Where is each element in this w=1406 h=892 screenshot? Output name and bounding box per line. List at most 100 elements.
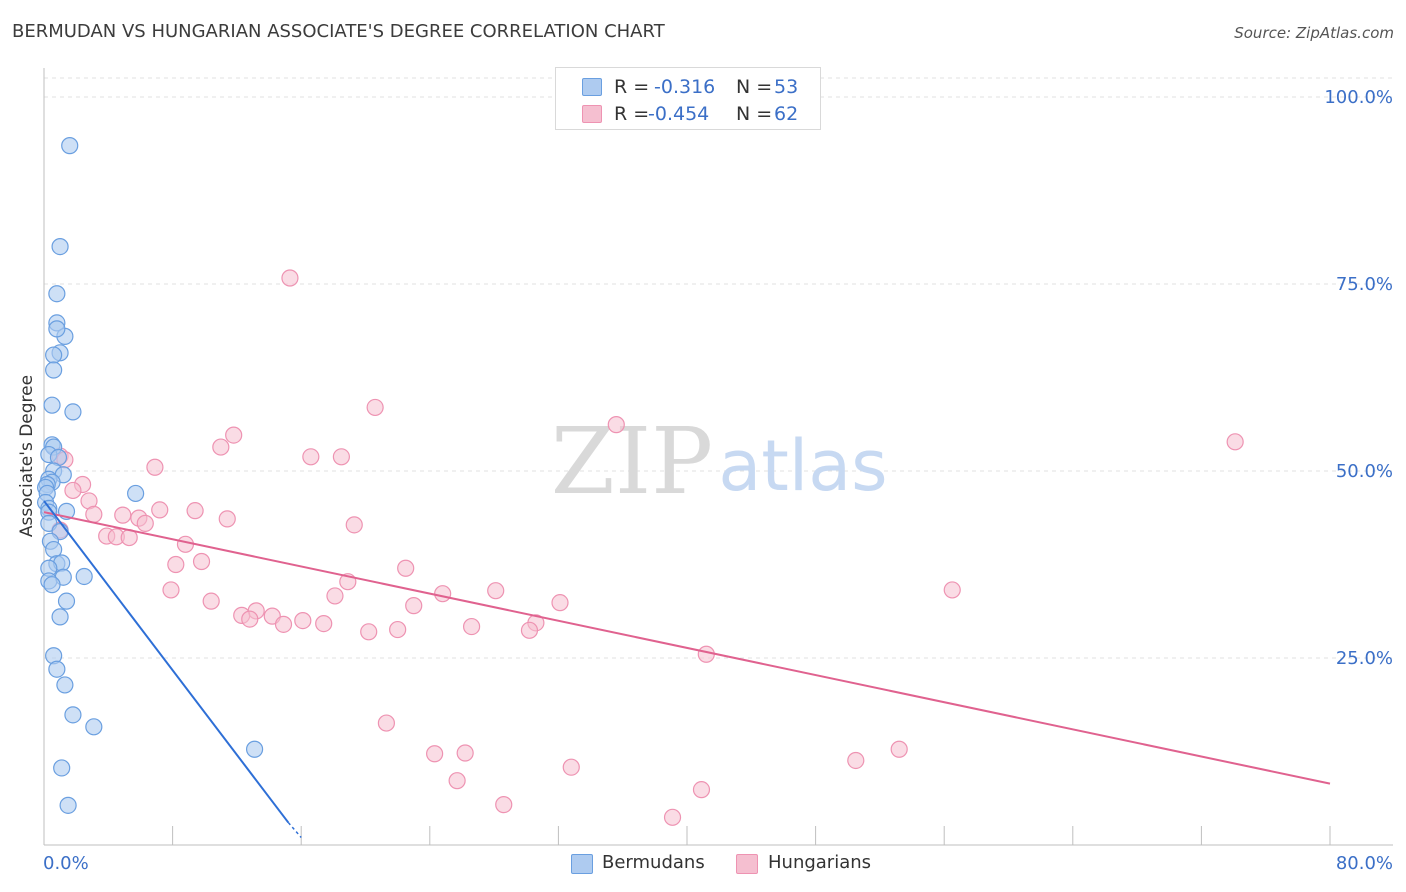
bermudans-points [37, 137, 264, 814]
hungarian-point [448, 772, 466, 790]
legend-swatch-bermudans [582, 78, 602, 96]
bottom-legend-swatch-hungarians [736, 854, 758, 874]
bottom-legend-bermudans: Bermudans [602, 852, 705, 873]
bermudan-point [64, 403, 82, 421]
legend-r-label-hungarians: R = [614, 103, 650, 125]
legend-n-value-hungarians: 62 [774, 103, 799, 125]
legend-n-value-bermudans: 53 [774, 76, 799, 98]
bermudan-point [64, 706, 82, 724]
y-tick-label: 25.0% [1336, 648, 1393, 669]
hungarian-point [456, 744, 474, 762]
hungarian-point [202, 592, 220, 610]
bermudan-point [53, 759, 71, 777]
bermudan-point [56, 676, 74, 694]
hungarian-point [85, 505, 103, 523]
hungarian-point [847, 751, 865, 770]
bermudan-point [48, 285, 66, 303]
bermudan-point [45, 361, 63, 379]
y-tick-label: 75.0% [1336, 274, 1393, 295]
hungarian-point [176, 535, 195, 553]
correlation-legend: R = -0.316 N = 53 R = -0.454 N = 62 [555, 67, 821, 130]
legend-r-value-bermudans: -0.316 [654, 76, 716, 98]
bermudans-trend-extension [287, 822, 302, 839]
watermark-zip: ZIP [551, 408, 713, 515]
legend-swatch-hungarians [582, 105, 602, 123]
hungarian-point [302, 448, 320, 466]
hungarian-point [520, 621, 539, 639]
x-tick-label-min: 0.0% [43, 853, 89, 874]
hungarian-point [397, 559, 415, 577]
bermudan-point [48, 320, 66, 338]
bermudan-point [59, 796, 77, 814]
bottom-legend-swatch-bermudans [571, 854, 593, 874]
hungarian-point [114, 506, 132, 524]
bermudan-point [45, 346, 63, 364]
legend-r-value-hungarians: -0.454 [648, 103, 710, 125]
hungarian-point [607, 416, 625, 434]
bermudan-point [43, 576, 61, 594]
hungarian-point [225, 426, 243, 444]
hungarian-point [434, 585, 452, 603]
bermudan-point [48, 660, 66, 678]
bermudan-point [85, 718, 103, 736]
hungarian-point [426, 745, 444, 763]
hungarian-point [274, 615, 293, 633]
hungarian-point [136, 514, 154, 532]
hungarian-point [212, 438, 230, 456]
bermudans-trend-line [43, 500, 290, 824]
hungarian-point [241, 610, 259, 628]
legend-n-label-hungarians: N = [736, 103, 773, 125]
hungarian-point [551, 594, 569, 612]
hungarian-point [366, 398, 384, 417]
hungarian-point [294, 611, 312, 630]
bermudan-point [51, 238, 69, 256]
hungarian-point [692, 781, 711, 799]
legend-n-label-bermudans: N = [736, 76, 773, 98]
bermudan-point [75, 567, 93, 586]
hungarian-point [192, 552, 211, 571]
hungarian-point [890, 740, 908, 758]
hungarian-point [389, 620, 407, 639]
hungarian-point [315, 614, 333, 633]
axes [43, 68, 1393, 846]
bermudan-point [57, 592, 76, 610]
legend-r-label-bermudans: R = [614, 76, 650, 98]
hungarian-point [326, 587, 344, 605]
hungarian-point [697, 645, 715, 663]
hungarian-point [345, 516, 363, 534]
hungarian-point [64, 481, 82, 500]
hungarian-point [281, 269, 299, 287]
bermudan-point [61, 137, 79, 155]
y-tick-label: 100.0% [1324, 87, 1393, 108]
chart-title: BERMUDAN VS HUNGARIAN ASSOCIATE'S DEGREE… [12, 21, 665, 42]
tick-labels: 25.0% 50.0% 75.0% 100.0% 0.0% 80.0% [43, 87, 1393, 874]
gridlines [44, 77, 1393, 659]
hungarian-point [151, 501, 169, 519]
hungarian-point [162, 581, 180, 599]
bermudan-point [245, 740, 264, 758]
hungarian-point [487, 582, 505, 600]
hungarian-point [562, 758, 580, 776]
bermudan-point [51, 608, 69, 626]
bottom-legend-hungarians: Hungarians [768, 852, 872, 873]
hungarian-point [332, 448, 350, 466]
hungarian-point [146, 458, 164, 476]
hungarian-point [495, 796, 513, 814]
hungarian-point [943, 581, 961, 599]
hungarian-point [167, 555, 185, 574]
y-tick-label: 50.0% [1336, 461, 1393, 482]
watermark-atlas: atlas [718, 425, 887, 507]
hungarian-point [218, 510, 236, 528]
bermudan-point [43, 396, 61, 414]
hungarian-point [186, 502, 204, 520]
trend-lines [43, 500, 1331, 839]
watermark: ZIP atlas [551, 408, 888, 515]
hungarian-point [360, 623, 378, 641]
bermudan-point [127, 484, 145, 503]
hungarians-trend-line [43, 511, 1331, 785]
hungarian-point [1226, 433, 1244, 451]
hungarian-point [377, 714, 395, 732]
hungarian-point [663, 808, 682, 826]
x-tick-label-max: 80.0% [1336, 853, 1393, 874]
